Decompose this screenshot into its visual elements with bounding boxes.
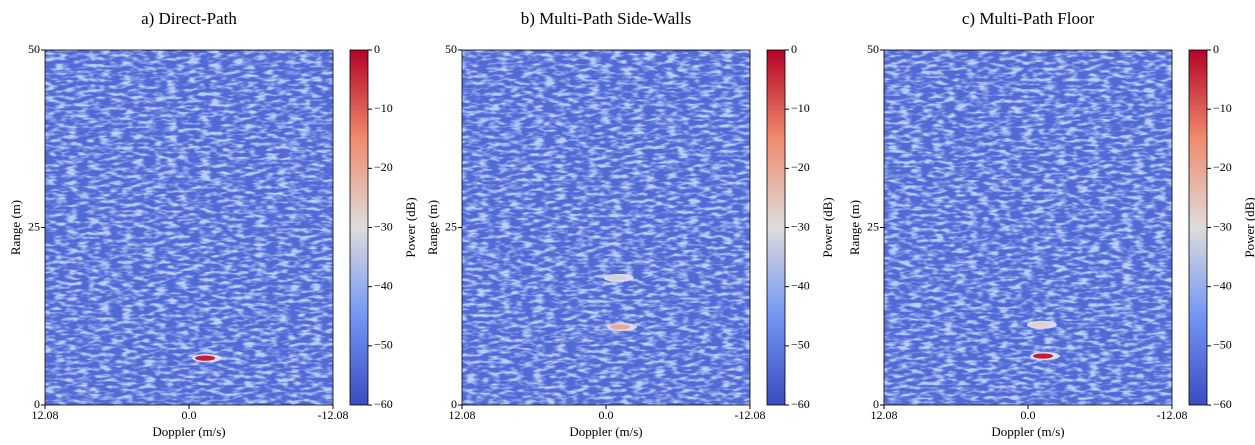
colorbar-tick-label: −60 xyxy=(791,397,810,411)
y-tick-label: 50 xyxy=(445,42,457,56)
heatmap-texture xyxy=(884,50,1172,405)
colorbar xyxy=(766,49,786,406)
panel: 12.08 0.0 -12.08 0 25 50 c) Multi-Path Floor Do… xyxy=(847,9,1255,439)
heatmap-texture xyxy=(45,50,333,405)
colorbar-tick-label: −50 xyxy=(1213,338,1232,352)
chart-title: c) Multi-Path Floor xyxy=(962,9,1095,28)
colorbar-tick-label: −40 xyxy=(791,278,810,292)
colorbar xyxy=(349,49,369,406)
x-tick-label: 12.08 xyxy=(32,408,59,422)
y-tick-label: 0 xyxy=(451,397,457,411)
colorbar-tick-label: 0 xyxy=(1213,42,1219,56)
peak xyxy=(195,355,216,361)
panel: 12.08 0.0 -12.08 0 25 50 b) Multi-Path Side-Wa… xyxy=(425,9,835,439)
peak xyxy=(609,324,630,330)
y-tick-label: 0 xyxy=(873,397,879,411)
peak xyxy=(606,275,627,281)
colorbar-tick-label: 0 xyxy=(374,42,380,56)
x-tick-label: 12.08 xyxy=(449,408,476,422)
chart-title: a) Direct-Path xyxy=(141,9,237,28)
colorbar-tick-label: −60 xyxy=(1213,397,1232,411)
colorbar-label: Power (dB) xyxy=(1242,197,1255,257)
x-tick-label: -12.08 xyxy=(735,408,766,422)
x-tick-label: -12.08 xyxy=(1157,408,1188,422)
x-tick-label: -12.08 xyxy=(318,408,349,422)
colorbar-tick-label: −30 xyxy=(791,219,810,233)
colorbar-tick-label: −40 xyxy=(374,278,393,292)
colorbar-tick-label: −40 xyxy=(1213,278,1232,292)
colorbar xyxy=(1188,49,1208,406)
colorbar-tick-label: −20 xyxy=(1213,160,1232,174)
peak xyxy=(1029,322,1050,328)
y-tick-label: 25 xyxy=(28,219,40,233)
colorbar-tick-label: −30 xyxy=(374,219,393,233)
y-tick-label: 0 xyxy=(34,397,40,411)
y-axis-label: Range (m) xyxy=(425,200,440,255)
colorbar-tick-label: −30 xyxy=(1213,219,1232,233)
chart-title: b) Multi-Path Side-Walls xyxy=(521,9,692,28)
colorbar-tick-label: −60 xyxy=(374,397,393,411)
panel: 12.08 0.0 -12.08 0 25 50 a) Direct-Path Doppler… xyxy=(8,9,418,439)
x-tick-label: 0.0 xyxy=(599,408,614,422)
colorbar-tick-label: −10 xyxy=(374,101,393,115)
x-tick-label: 0.0 xyxy=(1021,408,1036,422)
x-axis-label: Doppler (m/s) xyxy=(991,424,1064,439)
colorbar-tick-label: −50 xyxy=(374,338,393,352)
y-tick-label: 50 xyxy=(28,42,40,56)
y-tick-label: 50 xyxy=(867,42,879,56)
colorbar-label: Power (dB) xyxy=(820,197,835,257)
x-axis-label: Doppler (m/s) xyxy=(152,424,225,439)
colorbar-tick-label: −10 xyxy=(791,101,810,115)
x-tick-label: 0.0 xyxy=(182,408,197,422)
y-tick-label: 25 xyxy=(867,219,879,233)
colorbar-label: Power (dB) xyxy=(403,197,418,257)
y-axis-label: Range (m) xyxy=(847,200,862,255)
x-tick-label: 12.08 xyxy=(871,408,898,422)
x-axis-label: Doppler (m/s) xyxy=(569,424,642,439)
y-tick-label: 25 xyxy=(445,219,457,233)
colorbar-tick-label: −20 xyxy=(791,160,810,174)
colorbar-tick-label: 0 xyxy=(791,42,797,56)
peak xyxy=(1033,353,1054,359)
y-axis-label: Range (m) xyxy=(8,200,23,255)
colorbar-tick-label: −50 xyxy=(791,338,810,352)
heatmap-texture xyxy=(462,50,750,405)
colorbar-tick-label: −20 xyxy=(374,160,393,174)
colorbar-tick-label: −10 xyxy=(1213,101,1232,115)
